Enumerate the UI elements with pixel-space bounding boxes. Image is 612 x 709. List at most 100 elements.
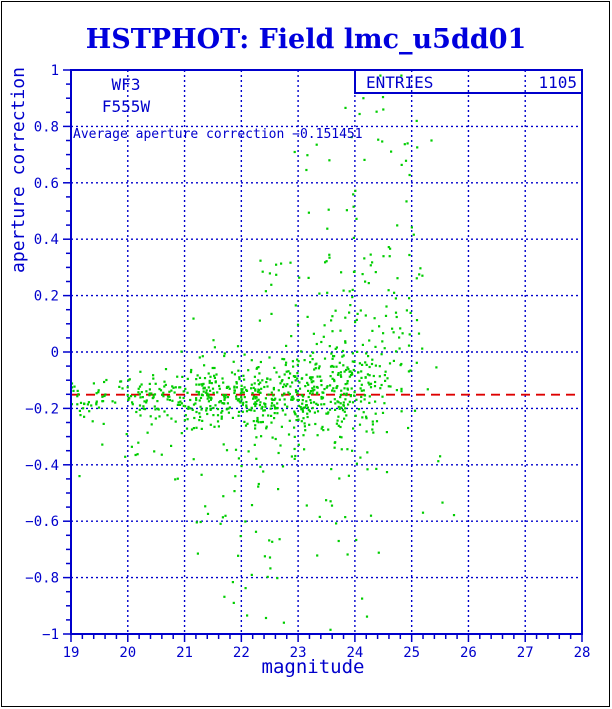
data-point bbox=[333, 446, 336, 449]
data-point bbox=[195, 426, 198, 429]
data-point bbox=[150, 423, 153, 426]
chart-title: HSTPHOT: Field lmc_u5dd01 bbox=[86, 24, 527, 55]
data-point bbox=[212, 339, 215, 342]
data-point bbox=[408, 297, 411, 300]
data-point bbox=[186, 377, 189, 380]
data-point bbox=[283, 398, 286, 401]
data-point bbox=[340, 436, 343, 439]
data-point bbox=[361, 416, 364, 419]
data-point bbox=[380, 383, 383, 387]
data-point bbox=[339, 393, 342, 396]
data-point bbox=[238, 378, 241, 381]
data-point bbox=[273, 398, 276, 401]
data-point bbox=[282, 385, 285, 389]
data-point bbox=[284, 385, 288, 388]
data-point bbox=[344, 341, 347, 344]
data-point bbox=[258, 319, 261, 322]
data-point bbox=[313, 388, 316, 391]
data-point bbox=[207, 393, 210, 396]
data-point bbox=[296, 363, 299, 366]
data-point bbox=[400, 387, 403, 390]
data-point bbox=[398, 336, 401, 339]
data-point bbox=[331, 315, 334, 318]
data-point bbox=[315, 402, 318, 405]
data-point bbox=[266, 575, 269, 578]
data-point bbox=[237, 410, 241, 413]
data-point bbox=[254, 530, 258, 533]
data-point bbox=[287, 370, 290, 373]
data-point bbox=[421, 511, 425, 514]
data-point bbox=[237, 457, 240, 460]
data-point bbox=[216, 408, 220, 411]
data-point bbox=[323, 388, 326, 391]
data-point bbox=[282, 621, 285, 624]
data-point bbox=[368, 365, 371, 369]
data-point bbox=[346, 382, 349, 385]
data-point bbox=[101, 443, 104, 446]
y-tick-label: −1 bbox=[42, 627, 59, 643]
data-point bbox=[363, 257, 366, 260]
data-point bbox=[415, 277, 418, 280]
data-point bbox=[407, 426, 410, 430]
data-point bbox=[254, 388, 257, 391]
data-point bbox=[331, 364, 334, 368]
data-point bbox=[253, 443, 256, 446]
data-point bbox=[135, 410, 138, 414]
data-point bbox=[338, 407, 341, 410]
gridlines bbox=[71, 70, 582, 634]
data-point bbox=[83, 402, 86, 406]
data-point bbox=[166, 398, 169, 401]
data-point bbox=[342, 364, 345, 367]
data-point bbox=[154, 417, 157, 420]
data-point bbox=[296, 377, 299, 380]
data-point bbox=[405, 200, 408, 203]
data-point bbox=[318, 292, 321, 295]
data-point bbox=[297, 360, 300, 363]
data-point bbox=[309, 361, 312, 364]
data-point bbox=[168, 398, 171, 402]
data-point bbox=[111, 400, 114, 403]
data-point bbox=[328, 345, 331, 348]
data-point bbox=[195, 410, 198, 414]
data-point bbox=[209, 396, 212, 399]
data-point bbox=[179, 400, 182, 403]
data-point bbox=[222, 381, 225, 384]
data-point bbox=[257, 379, 260, 382]
data-point bbox=[244, 520, 247, 523]
data-point bbox=[208, 381, 211, 384]
data-point bbox=[76, 395, 79, 398]
data-point bbox=[192, 403, 196, 406]
data-point bbox=[340, 406, 343, 409]
data-point bbox=[360, 370, 363, 373]
data-point bbox=[330, 468, 333, 471]
data-point bbox=[398, 347, 401, 350]
data-point bbox=[127, 379, 130, 382]
data-point bbox=[325, 260, 328, 263]
data-point bbox=[387, 385, 390, 388]
data-point bbox=[334, 347, 337, 350]
data-point bbox=[224, 396, 227, 399]
data-point bbox=[331, 377, 334, 380]
data-point bbox=[114, 401, 117, 404]
data-point bbox=[176, 477, 179, 480]
data-point bbox=[182, 396, 185, 400]
data-point bbox=[259, 360, 262, 364]
data-point bbox=[374, 400, 377, 403]
data-point bbox=[303, 425, 306, 428]
data-point bbox=[192, 317, 195, 320]
y-tick-label: 0 bbox=[51, 345, 59, 361]
data-point bbox=[307, 389, 310, 392]
data-point bbox=[97, 389, 100, 392]
data-point bbox=[170, 389, 173, 392]
data-point bbox=[273, 417, 276, 420]
data-point bbox=[301, 377, 304, 380]
data-point bbox=[213, 346, 216, 349]
data-point bbox=[283, 373, 286, 376]
data-point bbox=[352, 236, 355, 239]
data-point bbox=[245, 401, 248, 404]
data-point bbox=[103, 380, 106, 384]
data-point bbox=[212, 414, 215, 417]
data-point bbox=[375, 110, 378, 113]
data-point bbox=[312, 380, 315, 383]
data-point bbox=[95, 403, 98, 406]
